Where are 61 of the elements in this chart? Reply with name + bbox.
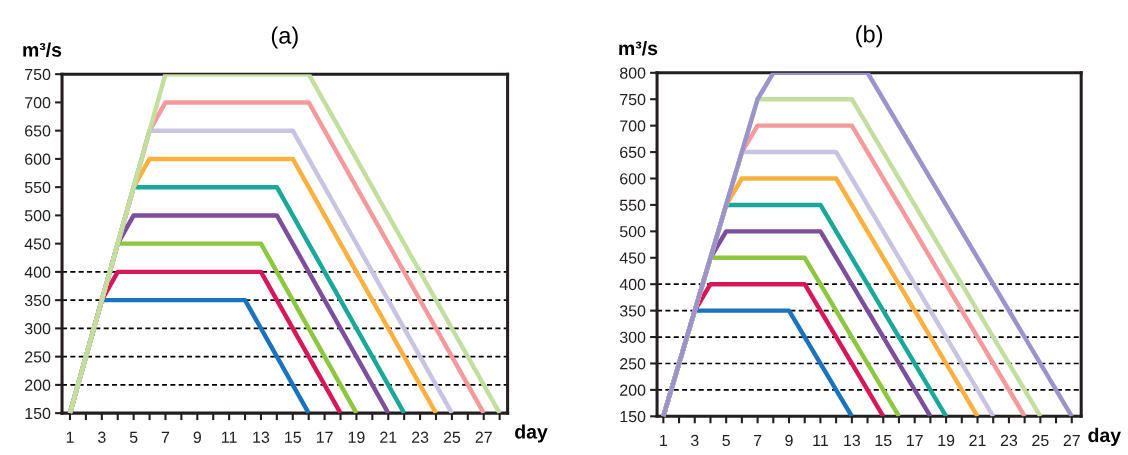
x-tick-label: 9 (193, 431, 201, 443)
y-tick-label: 550 (24, 181, 51, 194)
y-tick-label: 350 (619, 305, 646, 317)
x-tick-label: 13 (253, 431, 270, 443)
x-tick-label: 27 (1063, 434, 1080, 446)
y-tick-label: 150 (620, 410, 646, 423)
x-tick-label: 1 (660, 434, 668, 446)
x-tick-label: 23 (1000, 434, 1018, 447)
chart-title: (a) (271, 26, 298, 49)
y-tick-label: 300 (619, 331, 646, 343)
y-tick-label: 700 (25, 97, 51, 109)
y-tick-label: 600 (620, 173, 646, 185)
y-tick-label: 150 (25, 407, 51, 420)
x-tick-label: 3 (97, 431, 106, 443)
x-tick-label: 13 (844, 434, 861, 447)
x-tick-label: 25 (443, 431, 461, 443)
y-tick-label: 200 (620, 384, 646, 396)
y-axis-title: m³/s (619, 40, 658, 56)
x-tick-label: 11 (222, 431, 237, 443)
x-tick-label: 21 (969, 434, 986, 446)
chart-title: (b) (856, 25, 883, 48)
y-tick-label: 450 (24, 238, 51, 250)
y-tick-label: 550 (619, 199, 646, 211)
y-tick-label: 400 (619, 278, 646, 291)
x-tick-label: 27 (475, 431, 492, 443)
x-tick-label: 23 (412, 431, 429, 443)
x-tick-label: 17 (316, 431, 333, 443)
x-tick-label: 1 (66, 431, 74, 443)
y-tick-label: 400 (24, 266, 51, 278)
y-tick-label: 250 (620, 358, 646, 370)
y-tick-label: 500 (24, 210, 51, 222)
x-tick-label: 19 (348, 431, 365, 443)
y-tick-label: 650 (25, 125, 51, 137)
y-tick-label: 350 (24, 294, 51, 307)
y-tick-label: 700 (620, 120, 646, 132)
x-tick-label: 9 (785, 434, 793, 447)
x-tick-label: 5 (129, 431, 138, 443)
x-axis-title: day (1088, 427, 1121, 446)
y-tick-label: 800 (620, 67, 646, 79)
x-tick-label: 15 (875, 434, 892, 447)
x-axis-title: day (515, 424, 548, 443)
x-tick-label: 25 (1032, 434, 1049, 447)
x-tick-label: 15 (285, 431, 301, 443)
x-tick-label: 17 (907, 434, 923, 446)
x-tick-label: 11 (813, 434, 828, 446)
x-tick-label: 21 (380, 431, 397, 443)
x-tick-label: 7 (753, 434, 762, 446)
y-tick-label: 450 (619, 252, 646, 264)
y-tick-label: 500 (619, 225, 646, 238)
y-tick-label: 650 (620, 146, 646, 159)
y-axis-title: m³/s (23, 42, 62, 57)
y-tick-label: 300 (24, 323, 51, 335)
x-tick-label: 7 (161, 431, 170, 443)
y-tick-label: 200 (25, 379, 51, 391)
x-tick-label: 19 (938, 434, 955, 447)
x-tick-label: 3 (690, 434, 699, 447)
y-tick-label: 750 (25, 68, 51, 81)
y-tick-label: 250 (25, 351, 51, 363)
y-tick-label: 600 (25, 153, 51, 165)
x-tick-label: 5 (722, 434, 730, 447)
y-tick-label: 750 (620, 93, 646, 106)
